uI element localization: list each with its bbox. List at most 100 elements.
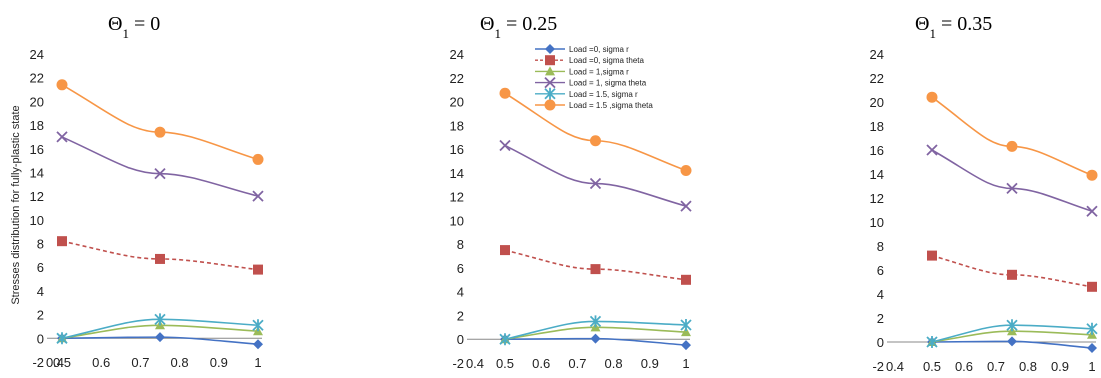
data-point: [1086, 205, 1098, 217]
y-tick-label: 20: [30, 94, 44, 109]
data-point: [1006, 140, 1018, 152]
y-tick-label: 0: [877, 335, 884, 350]
y-tick-label: 4: [37, 284, 44, 299]
data-point: [590, 135, 601, 147]
y-tick-label: 16: [450, 142, 464, 157]
data-point: [589, 315, 602, 328]
data-point: [681, 327, 691, 337]
x-tick-label: 0.5: [53, 355, 71, 370]
data-point: [589, 177, 602, 190]
y-tick-label: 14: [870, 167, 884, 182]
y-tick-label: 8: [37, 237, 44, 252]
data-point: [1087, 281, 1097, 292]
legend-entry: Load =0, sigma r: [569, 45, 629, 54]
data-point: [1086, 169, 1098, 181]
x-tick-label: 0.6: [92, 355, 110, 370]
y-tick-label: 10: [30, 213, 44, 228]
data-point: [155, 253, 165, 264]
data-point: [499, 87, 511, 99]
data-point: [680, 318, 692, 331]
y-tick-label: 12: [870, 191, 884, 206]
y-tick-label: 22: [870, 71, 884, 86]
y-tick-label: 18: [870, 119, 884, 134]
x-tick-label: 0.6: [955, 359, 973, 374]
y-tick-label: 6: [877, 263, 884, 278]
legend-entry: Load = 1, sigma theta: [569, 79, 647, 88]
x-tick-label: 0.4: [46, 355, 64, 370]
data-point: [154, 168, 166, 180]
data-point: [56, 79, 68, 91]
series-line: [504, 144, 687, 207]
series-line: [61, 136, 259, 197]
panel-title: Θ1 = 0: [108, 13, 160, 41]
data-point: [252, 190, 264, 202]
y-tick-label: 12: [450, 190, 464, 205]
data-point: [681, 340, 691, 351]
data-point: [1007, 336, 1017, 347]
data-point: [154, 313, 166, 326]
data-point: [680, 200, 692, 212]
x-tick-label: 0.7: [568, 356, 586, 371]
y-tick-label: 18: [450, 118, 464, 133]
x-tick-label: 0.8: [605, 356, 623, 371]
y-tick-label: -2: [872, 359, 884, 374]
y-tick-label: 2: [37, 308, 44, 323]
data-point: [681, 274, 691, 285]
y-tick-label: 6: [37, 260, 44, 275]
x-tick-label: 1: [682, 356, 689, 371]
panel-title: Θ1 = 0.35: [915, 13, 992, 41]
legend-marker: [544, 76, 556, 89]
data-point: [680, 164, 692, 176]
data-point: [927, 250, 937, 261]
y-axis-label: Stresses distribution for fully-plastic …: [10, 105, 22, 304]
series-line: [931, 254, 1093, 288]
x-tick-label: 0.4: [466, 356, 484, 371]
y-tick-label: 20: [870, 95, 884, 110]
y-tick-label: 4: [877, 287, 884, 302]
y-tick-label: 14: [30, 165, 44, 180]
legend-marker: [544, 99, 556, 111]
legend: Load =0, sigma r Load =0, sigma theta Load…: [535, 44, 653, 111]
y-tick-label: -2: [452, 356, 464, 371]
data-point: [499, 139, 511, 152]
legend-entry: Load = 1,sigma r: [569, 67, 629, 76]
y-tick-label: 16: [30, 142, 44, 157]
data-point: [155, 332, 165, 343]
y-tick-label: 22: [30, 71, 44, 86]
series-line: [61, 84, 259, 161]
data-point: [1087, 343, 1097, 353]
y-tick-label: 24: [870, 47, 884, 62]
y-tick-label: 24: [30, 47, 44, 62]
x-tick-label: 0.5: [923, 359, 941, 374]
data-point: [57, 236, 67, 247]
y-tick-label: 2: [457, 308, 464, 323]
x-tick-label: 0.6: [532, 356, 550, 371]
data-point: [253, 264, 263, 275]
y-tick-label: 12: [30, 189, 44, 204]
y-tick-label: 0: [37, 331, 44, 346]
x-tick-label: 0.7: [987, 359, 1005, 374]
data-point: [1006, 182, 1018, 195]
data-point: [499, 333, 511, 346]
data-point: [253, 339, 263, 350]
panel-title: Θ1 = 0.25: [480, 13, 557, 41]
data-point: [926, 91, 938, 103]
data-point: [500, 245, 510, 256]
x-tick-label: 0.8: [1019, 359, 1037, 374]
x-tick-label: 0.7: [131, 355, 149, 370]
y-tick-label: 10: [870, 215, 884, 230]
data-point: [926, 336, 938, 348]
y-tick-label: 16: [870, 143, 884, 158]
y-tick-label: 24: [450, 47, 464, 62]
legend-marker: [544, 87, 556, 100]
y-tick-label: 2: [877, 311, 884, 326]
y-tick-label: 8: [877, 239, 884, 254]
data-point: [590, 333, 601, 344]
y-tick-label: 20: [450, 95, 464, 110]
legend-marker: [545, 44, 555, 54]
legend-entry: Load =0, sigma theta: [569, 56, 644, 65]
